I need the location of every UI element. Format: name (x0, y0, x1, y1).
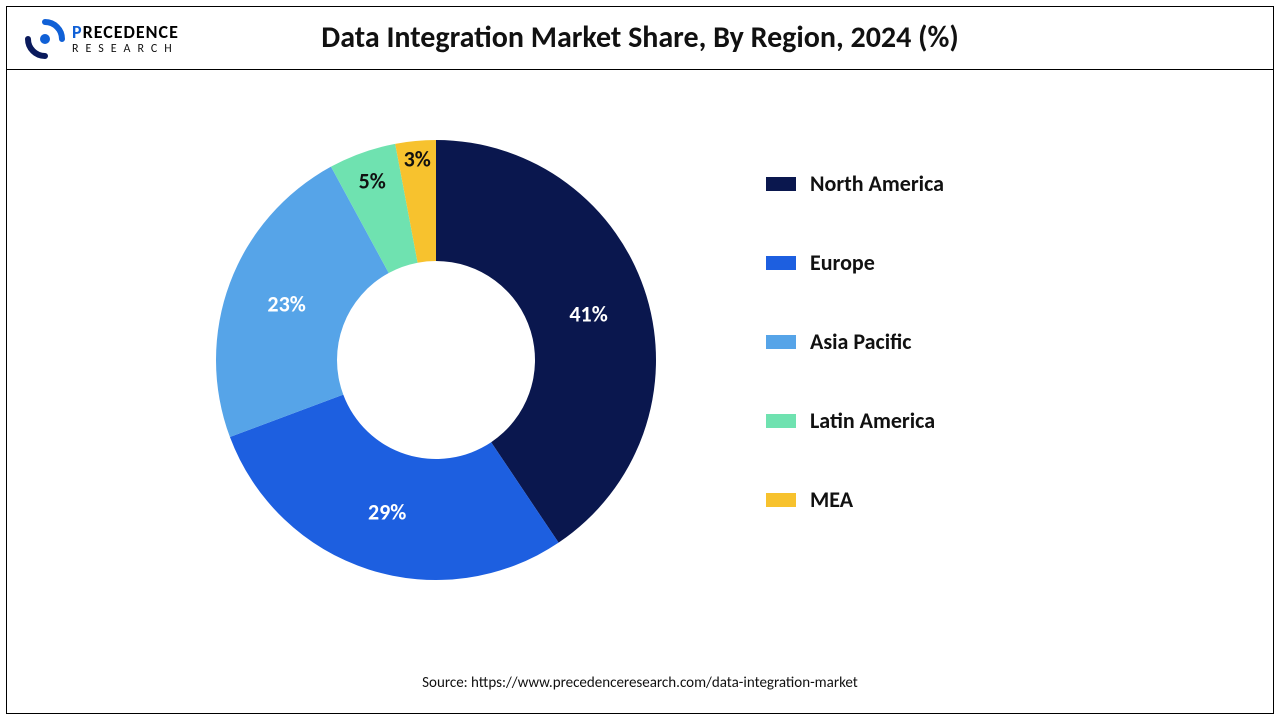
donut-chart: 41% 29% 23% 5% 3% (196, 120, 676, 600)
legend-swatch (766, 256, 796, 270)
logo-text: Precedence RESEARCH (72, 23, 179, 55)
slice-label-mea: 3% (404, 145, 431, 172)
header-row: Precedence RESEARCH Data Integration Mar… (6, 6, 1274, 70)
legend: North America Europe Asia Pacific Latin Ame… (766, 170, 944, 513)
slice-label-north-america: 41% (569, 300, 607, 327)
legend-item-europe: Europe (766, 249, 944, 276)
slice-label-asia-pacific: 23% (267, 291, 305, 318)
legend-label: MEA (810, 486, 853, 513)
logo-mark-icon (24, 18, 66, 60)
donut-slice-europe (230, 395, 559, 580)
legend-swatch (766, 493, 796, 507)
source-text: Source: https://www.precedenceresearch.c… (6, 674, 1274, 692)
logo-bottom-text: RESEARCH (72, 43, 179, 55)
legend-item-mea: MEA (766, 486, 944, 513)
legend-item-north-america: North America (766, 170, 944, 197)
slice-label-europe: 29% (368, 498, 406, 525)
legend-label: Latin America (810, 407, 935, 434)
legend-item-latin-america: Latin America (766, 407, 944, 434)
brand-logo: Precedence RESEARCH (24, 18, 179, 60)
logo-top-text: Precedence (72, 23, 179, 41)
legend-item-asia-pacific: Asia Pacific (766, 328, 944, 355)
legend-swatch (766, 177, 796, 191)
legend-swatch (766, 414, 796, 428)
legend-label: Asia Pacific (810, 328, 912, 355)
slice-label-latin-america: 5% (359, 168, 386, 195)
chart-area: 41% 29% 23% 5% 3% North America Europe Asia Pa… (6, 70, 1274, 714)
legend-swatch (766, 335, 796, 349)
chart-title: Data Integration Market Share, By Region… (6, 19, 1274, 56)
legend-label: Europe (810, 249, 875, 276)
legend-label: North America (810, 170, 944, 197)
